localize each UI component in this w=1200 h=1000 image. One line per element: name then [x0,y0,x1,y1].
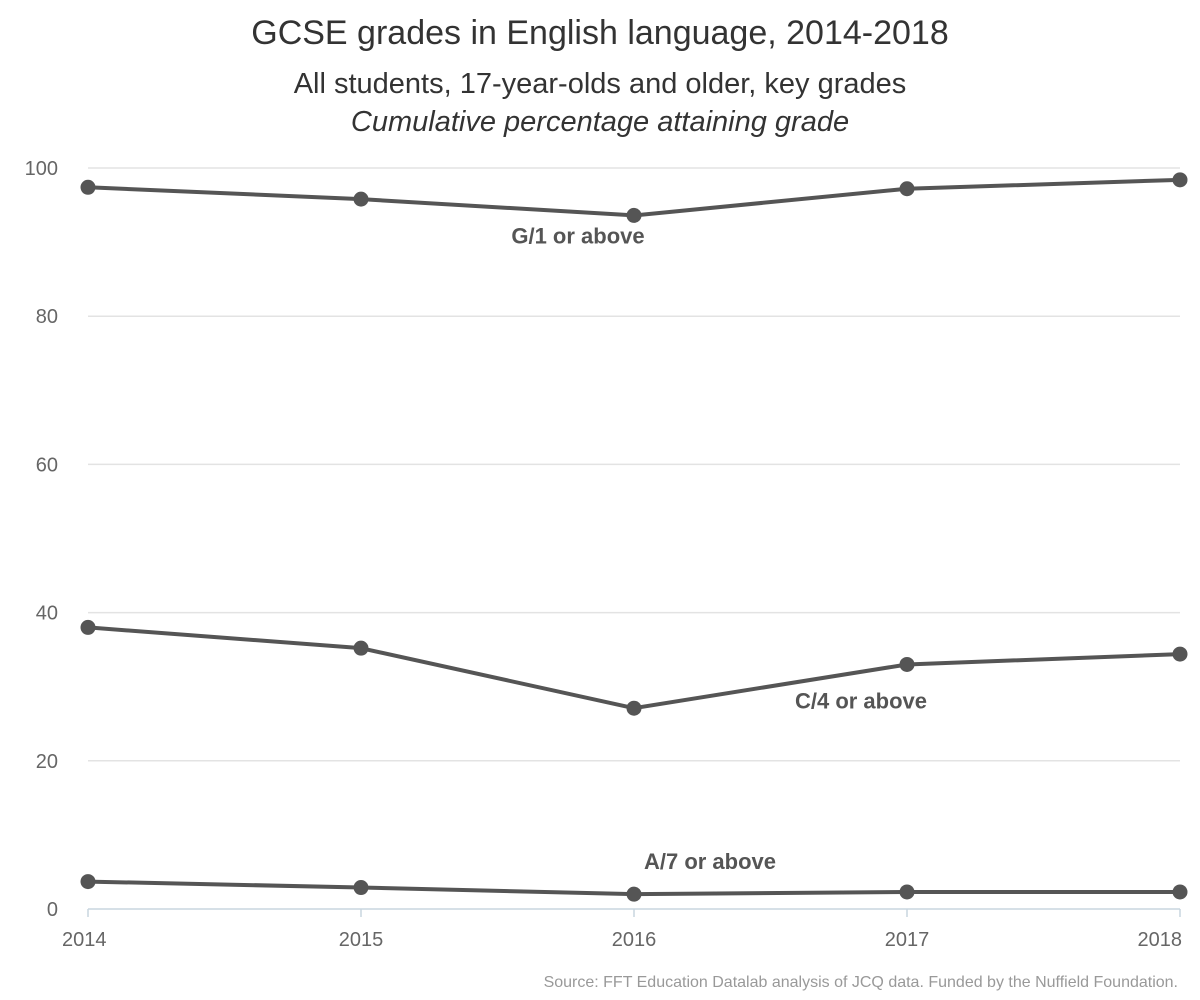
series-label-g-1-or-above: G/1 or above [511,223,644,248]
y-tick-label-20: 20 [36,751,58,773]
y-tick-label-60: 60 [36,454,58,476]
data-point-g-1-or-above-2017 [899,181,915,197]
data-point-g-1-or-above-2018 [1172,172,1188,188]
x-tick-label-2018: 2018 [1138,929,1183,951]
data-point-a-7-or-above-2014 [80,874,96,890]
data-point-a-7-or-above-2018 [1172,884,1188,900]
data-point-c-4-or-above-2014 [80,619,96,635]
source-note: Source: FFT Education Datalab analysis o… [543,974,1178,991]
series-labels: G/1 or above C/4 or above A/7 or above [511,223,927,874]
data-point-a-7-or-above-2016 [626,886,642,902]
y-tick-label-80: 80 [36,306,58,328]
x-tick-label-2015: 2015 [339,929,384,951]
x-tick-label-2017: 2017 [885,929,930,951]
y-tick-label-100: 100 [25,158,58,180]
chart-subtitle: All students, 17-year-olds and older, ke… [293,68,907,100]
data-point-c-4-or-above-2015 [353,640,369,656]
series-label-a-7-or-above: A/7 or above [644,849,776,874]
data-point-g-1-or-above-2015 [353,191,369,207]
y-tick-label-0: 0 [47,899,58,921]
x-tick-label-2014: 2014 [62,929,107,951]
gridlines [88,167,1180,762]
x-tick-label-2016: 2016 [612,929,657,951]
data-point-g-1-or-above-2016 [626,207,642,223]
axes: 0 20 40 60 80 100 2014 2015 2016 2017 2018 [25,158,1182,951]
data-point-g-1-or-above-2014 [80,179,96,195]
series-lines [80,172,1188,902]
chart-title: GCSE grades in English language, 2014-20… [251,14,949,52]
series-label-c-4-or-above: C/4 or above [795,688,927,713]
y-tick-label-40: 40 [36,603,58,625]
series-line-c-4-or-above [87,625,1181,711]
data-point-c-4-or-above-2016 [626,700,642,716]
data-point-a-7-or-above-2017 [899,884,915,900]
data-point-c-4-or-above-2017 [899,656,915,672]
data-point-c-4-or-above-2018 [1172,646,1188,662]
data-point-a-7-or-above-2015 [353,880,369,896]
chart-subtitle-italic: Cumulative percentage attaining grade [350,106,850,138]
